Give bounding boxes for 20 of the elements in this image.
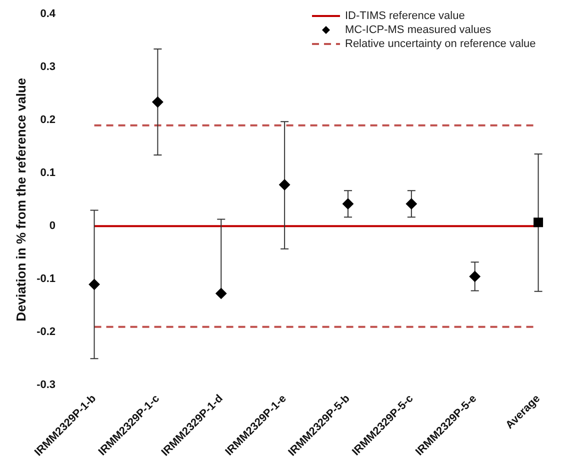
y-tick-label: -0.3 bbox=[36, 379, 56, 392]
point bbox=[152, 96, 164, 108]
y-tick-label: 0.3 bbox=[40, 61, 56, 74]
y-tick-label: -0.1 bbox=[36, 273, 56, 286]
point bbox=[406, 198, 417, 210]
legend-label: Relative uncertainty on reference value bbox=[345, 38, 536, 50]
y-tick-label: 0 bbox=[49, 220, 56, 232]
y-tick-label: 0.1 bbox=[40, 167, 56, 180]
y-tick-label: 0.2 bbox=[40, 114, 56, 126]
y-axis-title: Deviation in % from the reference value bbox=[13, 78, 28, 322]
y-tick-label: -0.2 bbox=[36, 326, 56, 338]
point bbox=[88, 278, 100, 290]
y-tick-label: 0.4 bbox=[40, 8, 56, 20]
legend-label: MC-ICP-MS measured values bbox=[345, 24, 492, 36]
point bbox=[342, 198, 354, 210]
point bbox=[216, 288, 227, 299]
legend-label: ID-TIMS reference value bbox=[345, 10, 465, 22]
point bbox=[469, 270, 480, 282]
point bbox=[279, 179, 290, 190]
point bbox=[534, 218, 544, 228]
